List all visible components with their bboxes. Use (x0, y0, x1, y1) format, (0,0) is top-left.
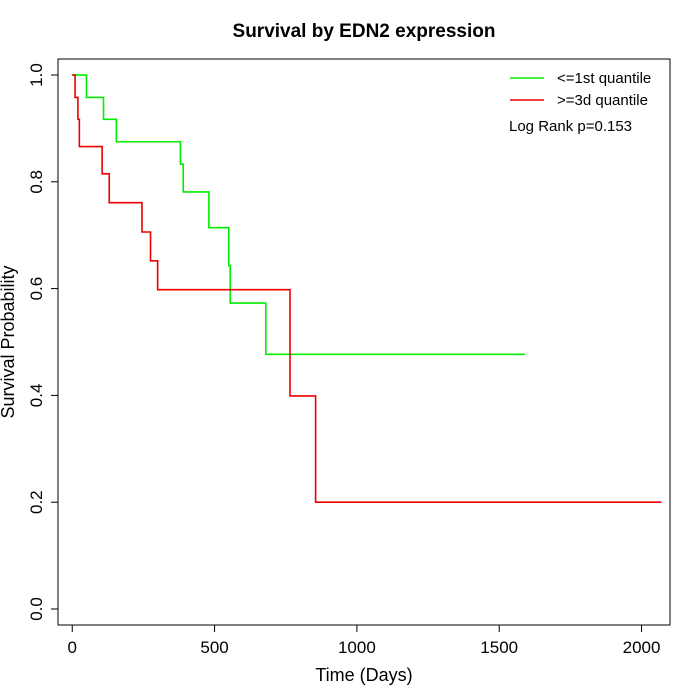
series-layer (72, 74, 662, 503)
y-axis: 0.0 0.2 0.4 0.6 0.8 1.0 (27, 63, 59, 621)
x-axis-label: Time (Days) (315, 665, 412, 685)
legend: <=1st quantile >=3d quantile (510, 70, 651, 109)
y-tick-label: 0.8 (27, 170, 46, 194)
y-tick-label: 1.0 (27, 63, 46, 87)
x-tick-label: 0 (67, 638, 76, 657)
y-tick-label: 0.2 (27, 490, 46, 514)
y-tick-label: 0.4 (27, 384, 46, 408)
y-tick-label: 0.6 (27, 277, 46, 301)
x-tick-label: 1500 (480, 638, 518, 657)
x-tick-label: 1000 (338, 638, 376, 657)
x-tick-label: 2000 (623, 638, 661, 657)
y-axis-label: Survival Probability (0, 265, 18, 418)
series-line-high (72, 74, 662, 503)
y-tick-label: 0.0 (27, 597, 46, 621)
plot-frame (57, 58, 671, 626)
log-rank-annotation: Log Rank p=0.153 (509, 118, 632, 135)
legend-label-low: <=1st quantile (557, 70, 651, 87)
legend-label-high: >=3d quantile (557, 92, 648, 109)
chart-title: Survival by EDN2 expression (233, 21, 496, 42)
series-line-low (72, 74, 525, 356)
x-axis: 0 500 1000 1500 2000 (67, 624, 661, 657)
x-tick-label: 500 (200, 638, 228, 657)
